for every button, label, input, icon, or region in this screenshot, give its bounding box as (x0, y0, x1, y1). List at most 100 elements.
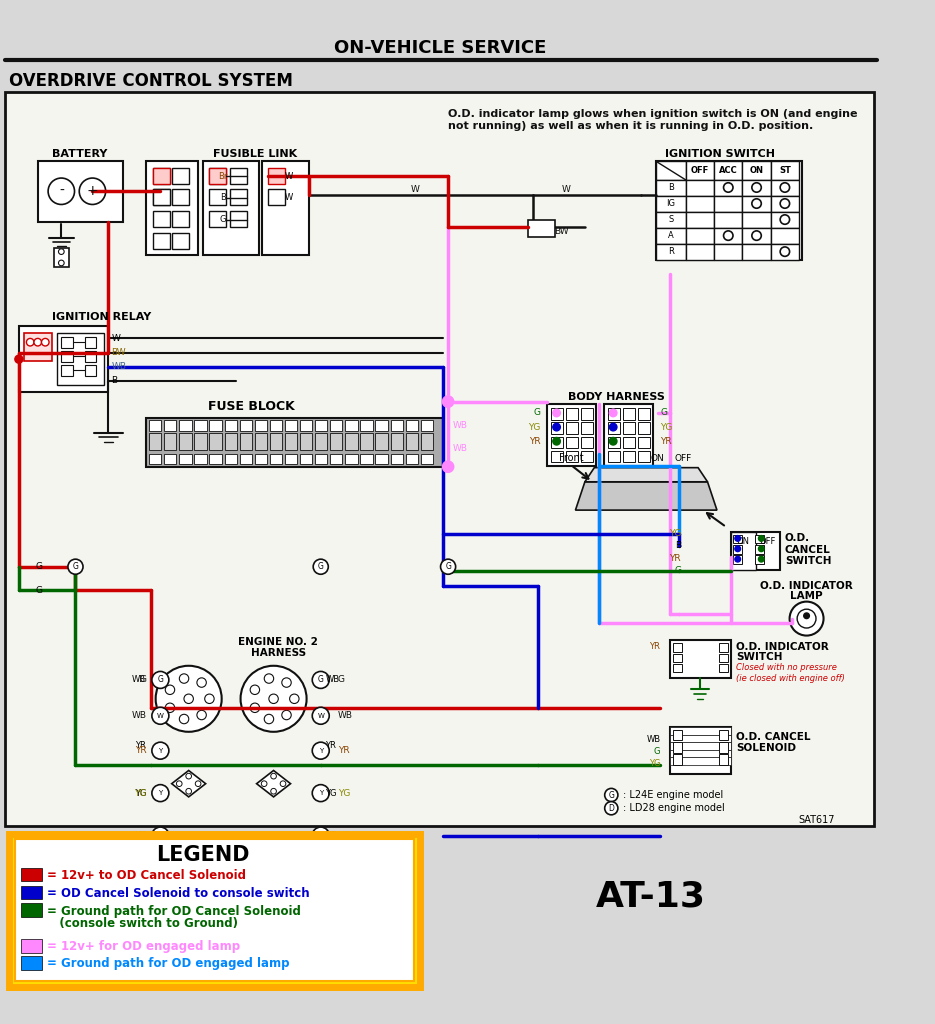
Bar (669, 734, 731, 742)
Bar (421, 454, 433, 464)
Bar (21, 903, 41, 916)
Text: W: W (157, 713, 164, 719)
Circle shape (752, 199, 761, 208)
Text: G: G (36, 586, 42, 595)
Circle shape (780, 215, 789, 224)
Circle shape (14, 354, 23, 364)
Text: SWITCH: SWITCH (784, 556, 831, 566)
Bar (376, 421, 388, 431)
Bar (755, 555, 764, 564)
Circle shape (752, 182, 761, 193)
Bar (770, 196, 799, 212)
Circle shape (312, 708, 329, 724)
Text: ENGINE NO. 2: ENGINE NO. 2 (238, 637, 318, 647)
Bar (391, 433, 403, 450)
Bar (608, 436, 620, 447)
Bar (230, 211, 247, 227)
Bar (270, 421, 282, 431)
Bar (152, 168, 170, 183)
Circle shape (610, 423, 617, 431)
Circle shape (34, 338, 41, 346)
Bar (770, 228, 799, 244)
Bar (172, 232, 189, 249)
Text: YR: YR (136, 871, 146, 881)
Bar (152, 189, 170, 206)
Text: WB: WB (111, 362, 126, 372)
Text: O.D. CANCEL: O.D. CANCEL (736, 731, 811, 741)
Text: W: W (285, 172, 294, 180)
Circle shape (789, 602, 824, 636)
Text: YR: YR (325, 871, 337, 881)
Bar (672, 643, 682, 651)
Text: ON: ON (737, 537, 750, 546)
Text: ST: ST (779, 166, 791, 175)
Bar (551, 422, 563, 434)
Circle shape (312, 784, 329, 802)
Text: YG: YG (669, 529, 681, 539)
Text: = Ground path for OD engaged lamp: = Ground path for OD engaged lamp (47, 957, 290, 971)
Text: (console switch to Ground): (console switch to Ground) (47, 916, 238, 930)
Circle shape (610, 410, 617, 417)
Text: BATTERY: BATTERY (52, 150, 108, 160)
Circle shape (442, 396, 453, 408)
Text: IGNITION SWITCH: IGNITION SWITCH (665, 150, 775, 160)
Text: G: G (318, 562, 324, 571)
Bar (406, 454, 418, 464)
Bar (209, 189, 226, 206)
Bar (582, 436, 594, 447)
Circle shape (269, 694, 279, 703)
Circle shape (177, 781, 182, 786)
Text: -: - (59, 184, 64, 199)
Bar (655, 161, 685, 180)
Bar (685, 244, 714, 260)
Text: YG: YG (134, 831, 146, 840)
Text: WB: WB (132, 676, 146, 684)
Bar (655, 196, 685, 212)
Bar (230, 168, 247, 183)
Bar (719, 664, 728, 673)
Circle shape (758, 536, 764, 542)
Circle shape (197, 711, 207, 720)
Text: W: W (285, 194, 294, 203)
Bar (57, 333, 104, 385)
Circle shape (151, 672, 169, 688)
Circle shape (48, 178, 75, 205)
Bar (719, 742, 728, 753)
Bar (623, 436, 635, 447)
Text: +: + (87, 184, 98, 199)
Bar (608, 451, 620, 462)
Bar (23, 333, 51, 361)
Bar (209, 454, 222, 464)
Text: SWITCH: SWITCH (736, 652, 783, 663)
Circle shape (553, 423, 560, 431)
Bar (152, 211, 170, 227)
Text: G: G (338, 676, 345, 684)
Circle shape (271, 788, 277, 794)
Bar (172, 189, 189, 206)
Bar (742, 161, 770, 180)
Bar (345, 433, 357, 450)
Text: B: B (668, 183, 673, 191)
Text: A: A (668, 231, 673, 240)
Bar (714, 180, 742, 196)
Bar (623, 422, 635, 434)
Text: Br: Br (218, 172, 227, 180)
Bar (714, 161, 742, 180)
Bar (604, 404, 653, 466)
Bar (719, 730, 728, 740)
Bar (152, 168, 170, 183)
Circle shape (41, 338, 49, 346)
Text: SAT617: SAT617 (798, 814, 835, 824)
Bar (85, 365, 96, 376)
Circle shape (59, 249, 65, 254)
Text: YR: YR (669, 554, 681, 563)
Bar (655, 161, 802, 260)
Bar (608, 409, 620, 420)
Circle shape (312, 742, 329, 759)
Bar (268, 189, 285, 206)
Bar (62, 350, 73, 362)
Bar (582, 451, 594, 462)
Bar (733, 555, 742, 564)
Bar (62, 365, 73, 376)
Bar (285, 421, 297, 431)
